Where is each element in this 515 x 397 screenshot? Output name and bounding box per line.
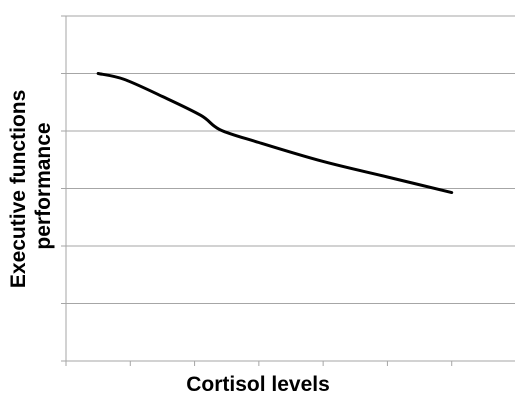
series-line-1 [96,72,454,195]
axis-ticks [61,15,453,366]
y-axis-title-line-2: performance [32,122,55,249]
x-axis-title: Cortisol levels [186,373,330,396]
y-axis-title: Executive functions performance [7,84,55,288]
gridlines [66,15,515,304]
series [96,72,454,195]
y-axis-title-line-1: Executive functions [7,90,30,288]
